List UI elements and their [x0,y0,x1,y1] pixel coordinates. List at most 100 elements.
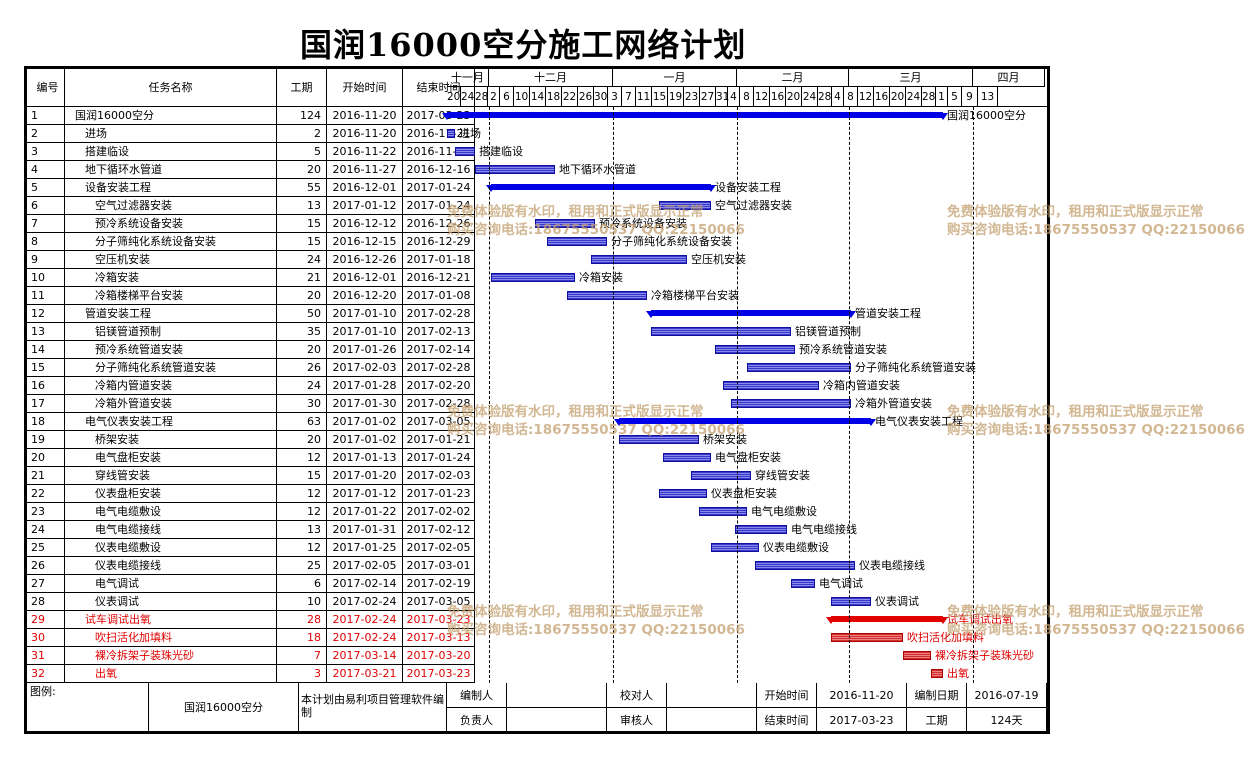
day-label: 13 [978,87,998,107]
task-bar[interactable] [663,453,711,462]
task-name[interactable]: 管道安装工程 [65,305,277,323]
task-bar[interactable] [659,201,711,210]
task-duration: 20 [277,287,327,305]
task-name[interactable]: 地下循环水管道 [65,161,277,179]
day-label: 12 [858,87,874,107]
task-bar[interactable] [591,255,687,264]
task-name[interactable]: 空气过滤器安装 [65,197,277,215]
task-bar[interactable] [659,489,707,498]
task-bar[interactable] [651,327,791,336]
task-id: 2 [27,125,65,143]
summary-bar[interactable] [619,418,871,424]
bar-label: 穿线管安装 [755,469,810,482]
task-name[interactable]: 冷箱内管道安装 [65,377,277,395]
bar-label: 裸冷拆架子装珠光砂 [935,649,1034,662]
task-bar[interactable] [567,291,647,300]
task-name[interactable]: 仪表电缆敷设 [65,539,277,557]
task-bar[interactable] [831,597,871,606]
task-duration: 12 [277,485,327,503]
task-name[interactable]: 出氧 [65,665,277,683]
task-name[interactable]: 空压机安装 [65,251,277,269]
task-name[interactable]: 预冷系统设备安装 [65,215,277,233]
footer-blank [507,708,607,733]
task-start: 2017-01-25 [327,539,403,557]
task-name[interactable]: 电气电缆接线 [65,521,277,539]
task-name[interactable]: 试车调试出氧 [65,611,277,629]
task-bar[interactable] [447,129,455,138]
task-end: 2017-01-21 [403,431,475,449]
task-duration: 15 [277,467,327,485]
task-start: 2017-03-21 [327,665,403,683]
task-name[interactable]: 仪表电缆接线 [65,557,277,575]
task-name[interactable]: 国润16000空分 [65,107,277,125]
task-bar[interactable] [831,633,903,642]
task-name[interactable]: 穿线管安装 [65,467,277,485]
task-name[interactable]: 仪表盘柜安装 [65,485,277,503]
summary-bar[interactable] [447,112,943,118]
task-name[interactable]: 设备安装工程 [65,179,277,197]
footer-blank [667,708,757,733]
footer-duration-value: 124天 [967,708,1047,733]
task-bar[interactable] [931,669,943,678]
summary-bar[interactable] [651,310,851,316]
task-name[interactable]: 仪表调试 [65,593,277,611]
task-bar[interactable] [755,561,855,570]
summary-bar[interactable] [491,184,711,190]
watermark-phone: 购买咨询电话:18675550537 QQ:22150066 [947,222,1245,238]
task-bar[interactable] [535,219,595,228]
day-label: 20 [786,87,802,107]
task-start: 2017-01-26 [327,341,403,359]
task-name[interactable]: 冷箱外管道安装 [65,395,277,413]
task-name[interactable]: 裸冷拆架子装珠光砂 [65,647,277,665]
task-bar[interactable] [723,381,819,390]
task-bar[interactable] [903,651,931,660]
task-name[interactable]: 桥架安装 [65,431,277,449]
task-id: 4 [27,161,65,179]
task-name[interactable]: 电气调试 [65,575,277,593]
task-name[interactable]: 分子筛纯化系统设备安装 [65,233,277,251]
summary-bar[interactable] [831,616,943,622]
task-name[interactable]: 搭建临设 [65,143,277,161]
month-label: 二月 [737,69,849,87]
task-duration: 7 [277,647,327,665]
footer-owner-label: 负责人 [447,708,507,733]
task-name[interactable]: 电气仪表安装工程 [65,413,277,431]
task-bar[interactable] [475,165,555,174]
task-bar[interactable] [619,435,699,444]
task-name[interactable]: 冷箱安装 [65,269,277,287]
task-bar[interactable] [711,543,759,552]
task-bar[interactable] [547,237,607,246]
task-duration: 15 [277,215,327,233]
footer-start-label: 开始时间 [757,683,817,708]
task-name[interactable]: 吹扫活化加填料 [65,629,277,647]
task-start: 2016-12-12 [327,215,403,233]
task-id: 27 [27,575,65,593]
day-label: 18 [546,87,562,107]
watermark-phone: 购买咨询电话:18675550537 QQ:22150066 [447,622,745,638]
task-bar[interactable] [691,471,751,480]
task-end: 2017-03-05 [403,413,475,431]
task-end: 2017-03-13 [403,629,475,647]
task-name[interactable]: 冷箱楼梯平台安装 [65,287,277,305]
footer-checker-label: 校对人 [607,683,667,708]
task-duration: 12 [277,539,327,557]
task-bar[interactable] [715,345,795,354]
task-bar[interactable] [699,507,747,516]
task-name[interactable]: 铝镁管道预制 [65,323,277,341]
month-gridline [849,107,850,683]
task-start: 2016-12-01 [327,269,403,287]
task-name[interactable]: 预冷系统管道安装 [65,341,277,359]
task-bar[interactable] [491,273,575,282]
task-bar[interactable] [731,399,851,408]
task-id: 6 [27,197,65,215]
task-bar[interactable] [735,525,787,534]
day-label: 2 [488,87,500,107]
task-name[interactable]: 电气盘柜安装 [65,449,277,467]
task-start: 2016-11-20 [327,107,403,125]
task-bar[interactable] [455,147,475,156]
task-bar[interactable] [747,363,851,372]
task-name[interactable]: 进场 [65,125,277,143]
task-name[interactable]: 电气电缆敷设 [65,503,277,521]
task-name[interactable]: 分子筛纯化系统管道安装 [65,359,277,377]
task-bar[interactable] [791,579,815,588]
